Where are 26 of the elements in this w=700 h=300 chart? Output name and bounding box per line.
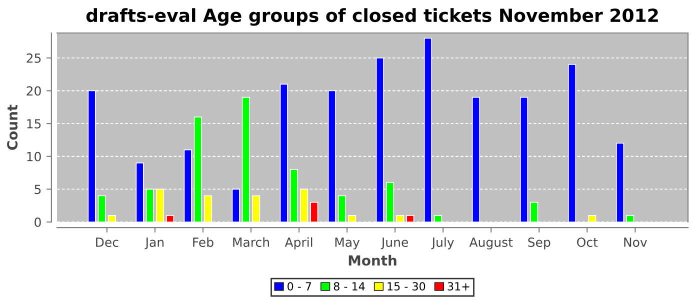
y-axis-title: Count bbox=[7, 104, 18, 150]
chart-title: drafts-eval Age groups of closed tickets November 2012 bbox=[86, 8, 658, 26]
x-tick-label: August bbox=[469, 238, 513, 250]
x-tick-label: Jan bbox=[144, 238, 164, 250]
y-tick-label: 0 bbox=[34, 217, 41, 227]
x-tick-label: Nov bbox=[624, 238, 647, 247]
bar bbox=[616, 142, 624, 222]
x-tick-label: April bbox=[284, 237, 312, 250]
x-tick-label: May bbox=[335, 238, 360, 250]
legend-label: 31+ bbox=[448, 282, 470, 291]
x-tick-label: Dec bbox=[96, 238, 118, 247]
x-tick-label: June bbox=[380, 238, 408, 250]
legend-label: 0 - 7 bbox=[288, 282, 312, 291]
x-tick-label: March bbox=[233, 237, 269, 247]
legend-label: 15 - 30 bbox=[388, 282, 426, 291]
y-tick-label: 10 bbox=[27, 152, 41, 162]
legend-label: 8 - 14 bbox=[334, 282, 365, 291]
x-axis-title: Month bbox=[348, 254, 396, 266]
y-tick-label: 25 bbox=[26, 53, 41, 63]
y-tick-label: 5 bbox=[34, 184, 41, 194]
x-tick-label: Oct bbox=[577, 238, 598, 247]
x-tick-label: Sep bbox=[528, 238, 550, 250]
x-tick-label: July bbox=[431, 237, 454, 250]
y-tick-label: 20 bbox=[26, 86, 41, 96]
y-tick-label: 15 bbox=[27, 119, 41, 128]
x-tick-label: Feb bbox=[193, 237, 214, 247]
